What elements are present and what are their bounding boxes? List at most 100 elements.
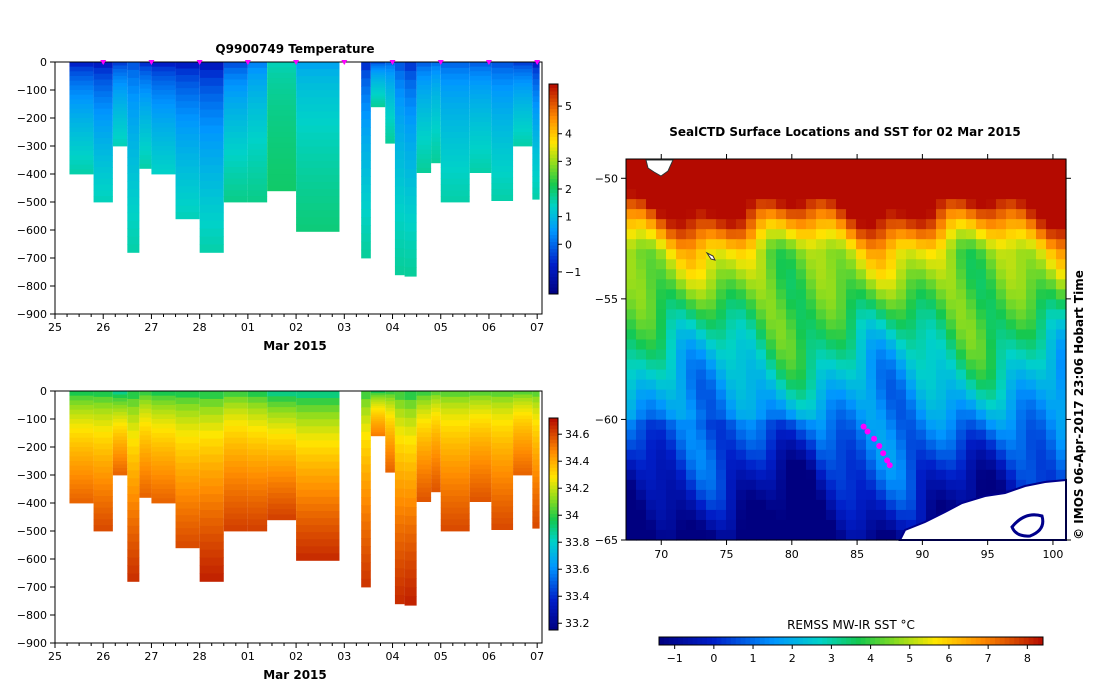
sst-cell [1046, 439, 1057, 451]
sst-cell [836, 219, 847, 230]
sst-cell [896, 289, 907, 300]
sst-colorbar: −1 0 1 2 3 4 5 6 7 8 [658, 636, 1044, 665]
colorbar-segment [549, 626, 558, 631]
sst-cell [776, 159, 787, 170]
sst-cell [966, 489, 977, 501]
profile-cell [93, 149, 113, 156]
y-tick-label: −800 [17, 280, 47, 293]
sst-cell [1026, 429, 1037, 441]
sst-cell [646, 329, 657, 341]
sst-cell [966, 229, 977, 240]
profile-cell [139, 453, 152, 458]
sst-cell [786, 449, 797, 461]
profile-cell [112, 436, 128, 441]
sst-cell [706, 399, 717, 411]
profile-cell [491, 137, 514, 144]
sst-cell [846, 379, 857, 391]
sst-cell [746, 239, 757, 250]
colorbar-segment [918, 637, 924, 645]
profile-cell [127, 470, 140, 479]
profile-cell [532, 431, 540, 438]
temperature-surface-markers [100, 60, 541, 65]
colorbar-segment [549, 98, 558, 102]
profile-cell [69, 146, 94, 152]
profile-cell [69, 66, 94, 72]
profile-cell [112, 391, 128, 395]
profile-cell [93, 172, 113, 180]
sst-cell [776, 209, 787, 220]
profile-cell [199, 69, 224, 79]
profile-cell [127, 494, 140, 503]
profile-cell [431, 483, 441, 488]
sst-cell [1036, 329, 1047, 341]
profile-cell [469, 98, 492, 104]
profile-cell [247, 431, 268, 439]
sst-cell [1026, 239, 1037, 250]
sst-cell [676, 359, 687, 371]
profile-cell [361, 192, 371, 202]
profile-cell [385, 414, 395, 419]
sst-cell [966, 359, 977, 371]
sst-cell [996, 459, 1007, 471]
profile-cell [440, 172, 470, 180]
profile-cell [440, 519, 470, 526]
sst-cell [636, 429, 647, 441]
profile-cell [416, 140, 432, 146]
colorbar-segment [549, 203, 558, 207]
sst-cell [1026, 389, 1037, 401]
profile-cell [431, 470, 441, 476]
profile-cell [513, 132, 533, 136]
profile-cell [139, 93, 152, 98]
sst-cell [886, 489, 897, 501]
profile-cell [223, 414, 248, 421]
profile-cell [267, 137, 297, 143]
sst-cell [906, 209, 917, 220]
sst-cell [946, 239, 957, 250]
sst-cell [966, 239, 977, 250]
sst-cell [636, 359, 647, 371]
sst-cell [966, 329, 977, 341]
colorbar-segment [549, 283, 558, 288]
sst-cell [796, 319, 807, 331]
sst-cell [916, 269, 927, 280]
sst-cell [966, 459, 977, 471]
sst-cell [926, 429, 937, 441]
profile-cell [416, 85, 432, 91]
sst-cell [796, 329, 807, 341]
sst-map-title: SealCTD Surface Locations and SST for 02… [669, 125, 1021, 139]
sst-cell [826, 259, 837, 270]
profile-cell [139, 417, 152, 423]
sst-cell [906, 459, 917, 471]
sst-cell [926, 289, 937, 300]
sst-cell [776, 169, 787, 180]
profile-cell [199, 220, 224, 229]
colorbar-segment [549, 255, 558, 260]
sst-cell [656, 389, 667, 401]
sst-cell [846, 489, 857, 501]
profile-cell [127, 391, 140, 400]
sst-cell [846, 219, 857, 230]
sst-cell [946, 449, 957, 461]
sst-cell [896, 249, 907, 260]
sst-cell [946, 299, 957, 310]
profile-cell [385, 82, 395, 87]
sst-cell [726, 419, 737, 431]
sst-cell [626, 259, 637, 270]
profile-cell [513, 391, 533, 395]
x-tick-label: 26 [96, 321, 110, 334]
colorbar-segment [683, 637, 689, 645]
sst-cell [896, 189, 907, 200]
sst-cell [716, 269, 727, 280]
sst-cell [986, 169, 997, 180]
colorbar-tick-label: −1 [565, 266, 581, 279]
sst-cell [1046, 319, 1057, 331]
sst-cell [756, 349, 767, 361]
profile-cell [127, 478, 140, 487]
profile-cell [416, 103, 432, 109]
sst-cell [766, 309, 777, 321]
sst-cell [626, 449, 637, 461]
sst-cell [956, 469, 967, 481]
sst-cell [886, 439, 897, 451]
colorbar-segment [549, 506, 558, 511]
colorbar-segment [740, 637, 746, 645]
